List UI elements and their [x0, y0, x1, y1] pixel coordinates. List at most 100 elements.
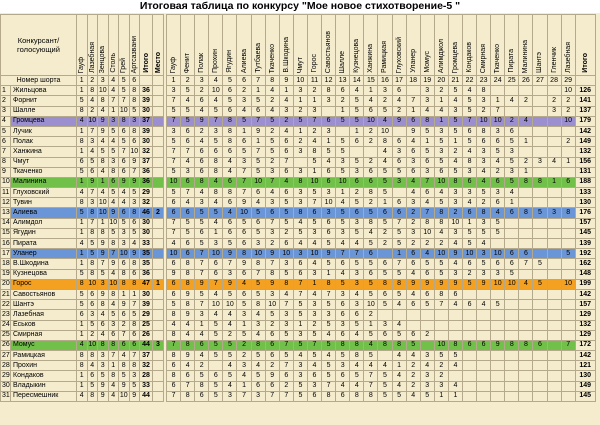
- vote-score: 4: [278, 288, 294, 301]
- vote-score: 5: [335, 350, 351, 362]
- vote-score: [433, 309, 449, 321]
- vote-score: 7: [321, 288, 337, 301]
- vote-score: 3: [349, 299, 365, 311]
- vote-score: [504, 85, 520, 97]
- judge-score: 8: [128, 319, 140, 331]
- vote-score: [560, 197, 576, 209]
- vote-score: 6: [405, 258, 421, 270]
- judge-score: 4: [97, 329, 109, 341]
- vote-score: 1: [236, 319, 252, 331]
- vote-score: 5: [292, 380, 308, 392]
- vote-score: 7: [306, 197, 323, 209]
- vote-score: 6: [194, 146, 210, 158]
- vote-score: 10: [490, 278, 506, 290]
- vote-score: [433, 329, 449, 341]
- vote-score: 5: [292, 227, 308, 240]
- vote-score: 5: [180, 115, 196, 127]
- vote-score: 5: [419, 299, 435, 311]
- vote-score: 6: [236, 227, 252, 240]
- header-label: Алимджол: [437, 38, 445, 73]
- vote-score: 4: [461, 146, 478, 158]
- vote-score: [532, 187, 548, 199]
- vote-score: 1: [335, 105, 351, 117]
- vote-score: 3: [306, 299, 323, 311]
- vote-score: 8: [433, 207, 449, 219]
- vote-score: 2: [476, 105, 492, 117]
- table-row: 4 Громцева 4 10 9 3 8 3 37 7 5 9 7 8 5 7 5 2 5 7 6 5 5 10 4 9 6 8 1 5…: [0, 115, 596, 127]
- vote-score: 7: [433, 299, 449, 311]
- vote-score: [518, 350, 534, 362]
- vote-score: [546, 136, 562, 148]
- vote-score: [504, 329, 520, 341]
- header-label: Фенит: [184, 52, 192, 73]
- vote-score: 9: [222, 278, 238, 290]
- vote-score: [377, 350, 393, 362]
- vote-score: 5: [363, 278, 379, 290]
- table-row: 8 Чмут 6 5 8 3 6 9 37 7 4 6 8 4 3 5 2 7 5 4 3 5 2 4 6 3 6 5 4 8 3 4 5 2 3 4…: [0, 156, 596, 168]
- mesto-value: [152, 309, 164, 321]
- vote-score: 4: [391, 319, 407, 331]
- judge-score: 6: [118, 125, 130, 138]
- judge-score: 10: [97, 207, 109, 219]
- vote-score: 5: [490, 217, 506, 229]
- vote-score: 9: [321, 248, 337, 260]
- vote-score: 6: [419, 268, 435, 280]
- row-number: 22: [0, 299, 11, 311]
- row-total: 188: [574, 176, 596, 189]
- vote-score: 10: [433, 248, 449, 260]
- judge-score: 8: [128, 278, 140, 290]
- judge-score: 3: [86, 197, 98, 209]
- judge-score: 6: [118, 156, 130, 168]
- vote-score: 6: [532, 339, 548, 352]
- vote-score: [476, 360, 492, 372]
- vote-score: 6: [236, 237, 252, 250]
- vote-score: 4: [292, 350, 308, 362]
- vote-score: 6: [490, 176, 506, 189]
- vote-score: 6: [363, 248, 379, 260]
- vote-score: 9: [180, 350, 196, 362]
- voter-header: Ткаченко: [264, 14, 280, 76]
- judge-score: 7: [118, 146, 130, 158]
- vote-score: 8: [194, 380, 210, 392]
- judge-score: 1: [76, 370, 88, 382]
- vote-score: 2: [405, 380, 421, 392]
- contestant-name: Момус: [10, 339, 77, 352]
- judge-score: 6: [86, 288, 98, 301]
- vote-score: 4: [476, 166, 492, 178]
- vote-score: 3: [278, 309, 294, 321]
- vote-score: 7: [264, 258, 280, 270]
- vote-score: 3: [292, 329, 308, 341]
- vote-score: 5: [208, 380, 224, 392]
- row-number: 25: [0, 329, 11, 341]
- judge-score: 5: [86, 156, 98, 168]
- voter-header: Малинина: [518, 14, 534, 76]
- vote-score: 10: [208, 248, 224, 260]
- vote-score: 6: [180, 176, 196, 189]
- judge-score: 1: [76, 125, 88, 138]
- vote-score: 10: [208, 85, 224, 97]
- vote-score: [433, 319, 449, 331]
- row-total: 142: [574, 288, 596, 301]
- vote-score: 4: [208, 288, 224, 301]
- vote-score: 8: [165, 309, 182, 321]
- vote-score: 5: [391, 329, 407, 341]
- judge-score: 7: [107, 350, 119, 362]
- vote-score: 4: [335, 380, 351, 392]
- vote-score: 6: [194, 95, 210, 107]
- nomer-label: Номер шорта: [0, 74, 77, 87]
- judge-score: 6: [128, 217, 140, 229]
- judge-score: 3: [97, 360, 109, 372]
- row-total: 162: [574, 258, 596, 270]
- vote-score: 8: [419, 115, 435, 127]
- vote-score: [419, 339, 435, 352]
- vote-score: 6: [236, 136, 252, 148]
- vote-score: 4: [208, 309, 224, 321]
- vote-score: [504, 370, 520, 382]
- vote-score: 6: [461, 176, 478, 189]
- itogo-value: 32: [139, 360, 153, 372]
- vote-score: 9: [264, 248, 280, 260]
- vote-score: 3: [461, 166, 478, 178]
- row-total: 132: [574, 319, 596, 331]
- voter-number: 5: [222, 74, 238, 87]
- vote-score: [490, 319, 506, 331]
